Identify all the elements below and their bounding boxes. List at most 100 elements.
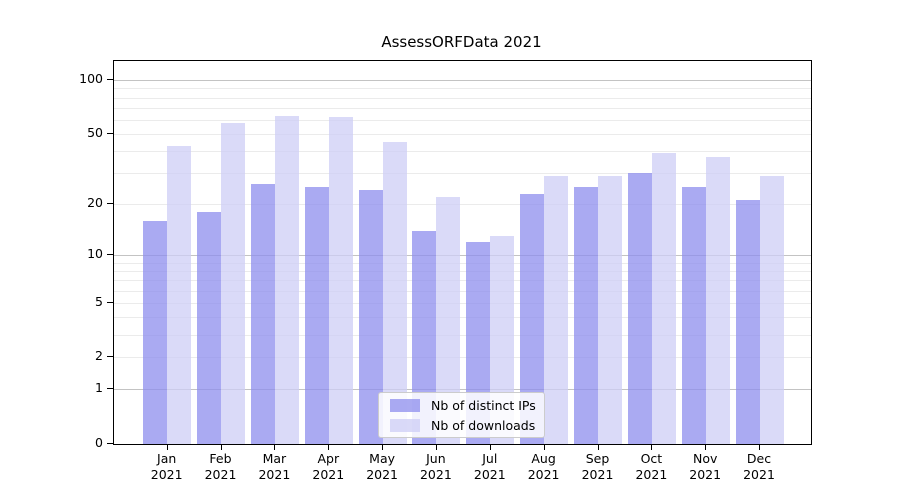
x-tick-label-line: Oct <box>640 451 663 466</box>
y-tick-mark <box>107 356 113 358</box>
x-tick-label-line: Mar <box>262 451 287 466</box>
x-tick-mark <box>435 444 437 450</box>
x-tick-mark <box>328 444 330 450</box>
x-tick-label: Dec 2021 <box>729 451 789 483</box>
gridline-minor <box>114 151 811 153</box>
x-tick-label-line: Sep <box>585 451 610 466</box>
bar-downloads-nov <box>705 157 730 444</box>
legend-label-downloads: Nb of downloads <box>431 417 536 433</box>
x-tick-label-line: 2021 <box>689 467 722 482</box>
y-tick-mark <box>107 443 113 444</box>
bar-ips-mar <box>250 184 275 444</box>
x-tick-label-line: 2021 <box>258 467 291 482</box>
x-tick-label: Feb 2021 <box>191 451 251 483</box>
x-tick-mark <box>597 444 599 450</box>
x-tick-label-line: Nov <box>692 451 718 466</box>
legend-swatch-downloads <box>390 418 420 432</box>
x-tick-label-line: 2021 <box>366 467 398 482</box>
x-tick-label-line: 2021 <box>312 467 345 482</box>
gridline-minor <box>114 134 811 136</box>
x-tick-mark <box>759 444 760 450</box>
gridline-minor <box>114 88 811 90</box>
x-tick-label-line: 2021 <box>150 467 183 482</box>
x-tick-mark <box>274 444 276 450</box>
y-tick-label: 50 <box>87 125 103 141</box>
legend-item-distinct-ips: Nb of distinct IPs <box>390 398 544 413</box>
legend-item-downloads: Nb of downloads <box>390 418 544 433</box>
x-tick-label-line: 2021 <box>473 467 506 482</box>
x-tick-label: May 2021 <box>352 451 412 483</box>
gridline-major <box>114 389 811 391</box>
x-tick-label-line: Aug <box>531 451 556 466</box>
gridline-minor <box>114 120 811 121</box>
legend-swatch-distinct-ips <box>390 398 420 412</box>
x-tick-label-line: Dec <box>746 451 772 466</box>
bar-downloads-aug <box>544 175 569 444</box>
x-tick-label-line: Jan <box>157 451 177 466</box>
bar-downloads-mar <box>274 116 299 444</box>
y-tick-mark <box>107 301 113 303</box>
legend: Nb of distinct IPs Nb of downloads <box>378 392 545 438</box>
x-tick-label: Apr 2021 <box>298 451 358 483</box>
bar-ips-feb <box>197 211 222 444</box>
bar-ips-jan <box>143 220 168 444</box>
x-tick-label-line: 2021 <box>743 467 775 482</box>
y-tick-mark <box>107 254 113 255</box>
gridline-minor <box>114 302 811 304</box>
gridline-minor <box>114 334 811 336</box>
x-tick-label-line: 2021 <box>527 467 560 482</box>
x-tick-mark <box>543 444 545 450</box>
gridline-minor <box>114 270 811 272</box>
gridline-major <box>114 80 811 82</box>
x-tick-label-line: 2021 <box>204 467 237 482</box>
x-tick-mark <box>382 444 384 450</box>
x-tick-label: Nov 2021 <box>675 451 735 483</box>
y-tick-label: 2 <box>95 348 103 364</box>
gridline-minor <box>114 173 811 175</box>
x-tick-mark <box>166 444 168 450</box>
bar-downloads-sep <box>598 175 622 444</box>
y-tick-label: 20 <box>87 195 103 210</box>
gridline-minor <box>114 357 811 359</box>
y-tick-label: 0 <box>95 435 103 450</box>
x-tick-label-line: Jul <box>482 451 498 466</box>
bar-downloads-oct <box>651 153 676 444</box>
bar-downloads-feb <box>221 122 246 444</box>
bar-ips-sep <box>574 187 598 444</box>
x-tick-mark <box>705 444 707 450</box>
x-tick-label: Aug 2021 <box>514 451 574 483</box>
bar-ips-dec <box>735 200 760 444</box>
x-tick-mark <box>220 444 222 450</box>
gridline-minor <box>114 317 811 319</box>
x-tick-label-line: May <box>369 451 396 466</box>
y-tick-label: 5 <box>95 293 103 309</box>
gridline-minor <box>114 280 811 282</box>
bar-downloads-apr <box>328 117 353 444</box>
bar-ips-oct <box>627 173 652 444</box>
y-tick-label: 1 <box>95 380 103 396</box>
gridline-minor <box>114 204 811 205</box>
gridline-minor <box>114 262 811 264</box>
x-tick-label: Sep 2021 <box>568 451 628 483</box>
x-tick-label: Jan 2021 <box>137 451 197 483</box>
x-tick-label-line: 2021 <box>419 467 452 482</box>
x-tick-mark <box>651 444 653 450</box>
plot-area <box>113 60 812 445</box>
x-tick-label-line: 2021 <box>635 467 668 482</box>
bar-downloads-dec <box>759 175 784 444</box>
gridline-minor <box>114 290 811 292</box>
chart-title: AssessORFData 2021 <box>381 33 542 51</box>
x-tick-label-line: Feb <box>209 451 232 466</box>
y-tick-label: 100 <box>79 71 103 87</box>
x-tick-label-line: 2021 <box>581 467 614 482</box>
y-tick-mark <box>107 79 113 81</box>
bar-downloads-jan <box>167 145 192 444</box>
y-tick-mark <box>107 388 113 390</box>
y-tick-label: 10 <box>87 246 103 261</box>
x-tick-label-line: Jun <box>426 451 446 466</box>
x-tick-label: Jun 2021 <box>406 451 466 483</box>
x-tick-label: Mar 2021 <box>244 451 304 483</box>
gridline-major <box>114 255 811 256</box>
x-tick-label: Jul 2021 <box>460 451 520 483</box>
